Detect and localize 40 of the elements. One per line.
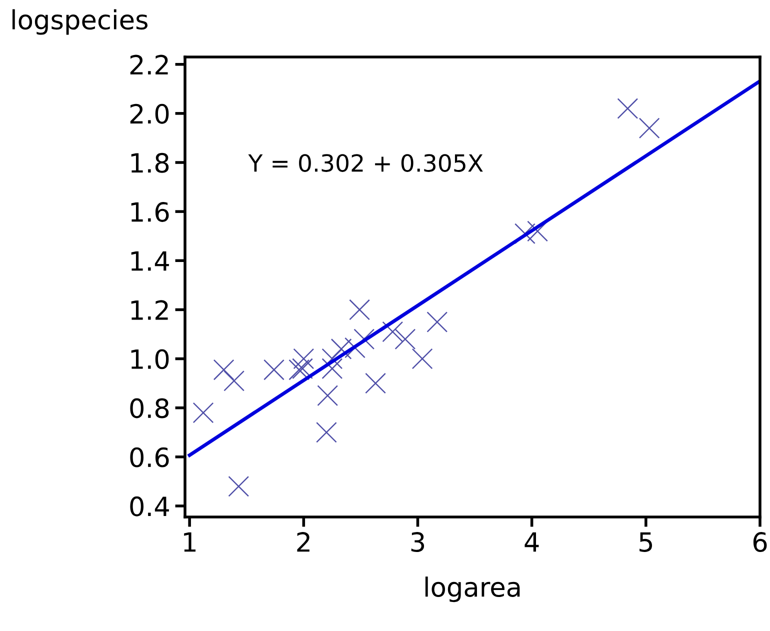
point	[638, 118, 660, 139]
point	[224, 370, 245, 392]
x-tick-label: 1	[184, 532, 196, 552]
point	[365, 372, 386, 394]
y-tick-label: 2.2	[130, 54, 168, 74]
point	[349, 299, 370, 320]
point	[264, 359, 284, 380]
point	[617, 98, 638, 119]
point	[330, 338, 352, 360]
y-tick-label: 1.2	[131, 300, 168, 320]
point	[316, 422, 337, 443]
point	[317, 385, 338, 406]
y-tick-label: 1.4	[131, 251, 169, 271]
y-axis-title: logspecies	[12, 9, 148, 35]
x-tick-label: 5	[640, 532, 652, 552]
y-tick-label: 1.6	[131, 202, 169, 222]
point	[192, 402, 214, 424]
y-tick-label: 0.6	[130, 447, 169, 468]
y-tick-label: 1.0	[131, 349, 169, 370]
annotation: Y = 0.302 + 0.305X	[248, 154, 483, 172]
point	[293, 348, 314, 370]
point	[228, 476, 250, 497]
point	[382, 321, 404, 342]
point	[322, 358, 343, 380]
point	[288, 359, 310, 380]
point	[412, 348, 433, 370]
y-tick-label: 2.0	[130, 104, 169, 124]
y-tick-label: 1.8	[131, 152, 169, 173]
x-axis-title: logarea	[425, 576, 520, 602]
point	[426, 312, 448, 332]
y-tick-label: 0.4	[130, 496, 169, 516]
point	[394, 328, 416, 350]
point	[527, 220, 548, 242]
x-tick-label: 3	[411, 532, 424, 552]
x-tick-label: 4	[524, 532, 539, 552]
x-tick-label: 6	[753, 532, 767, 552]
x-tick-label: 2	[297, 532, 310, 552]
point	[213, 359, 234, 380]
point	[292, 358, 313, 380]
y-tick-label: 0.8	[130, 398, 169, 418]
